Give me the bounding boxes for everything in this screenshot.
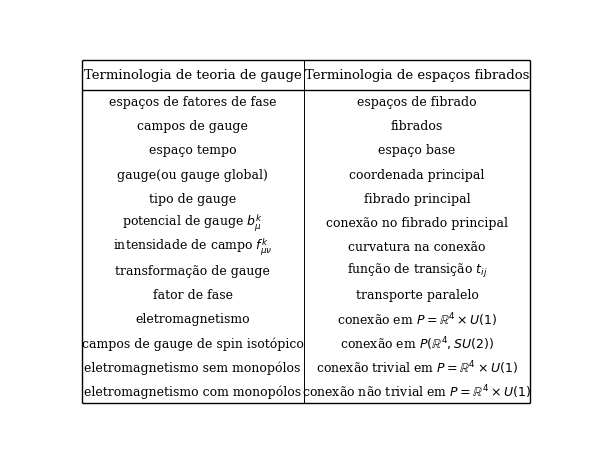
Text: campos de gauge: campos de gauge	[137, 120, 248, 133]
Text: conexão não trivial em $P = \mathbb{R}^4 \times U(1)$: conexão não trivial em $P = \mathbb{R}^4…	[303, 382, 531, 400]
Text: função de transição $t_{ij}$: função de transição $t_{ij}$	[347, 262, 487, 280]
Text: fibrado principal: fibrado principal	[364, 192, 470, 205]
Text: espaços de fatores de fase: espaços de fatores de fase	[109, 96, 276, 109]
Text: tipo de gauge: tipo de gauge	[149, 192, 236, 205]
Text: conexão em $P = \mathbb{R}^4 \times U(1)$: conexão em $P = \mathbb{R}^4 \times U(1)…	[337, 310, 497, 328]
Text: coordenada principal: coordenada principal	[349, 168, 485, 181]
Text: potencial de gauge $b^k_{\mu}$: potencial de gauge $b^k_{\mu}$	[122, 212, 263, 233]
Text: gauge(ou gauge global): gauge(ou gauge global)	[117, 168, 268, 181]
Text: eletromagnetismo sem monopólos: eletromagnetismo sem monopólos	[84, 360, 301, 374]
Text: conexão trivial em $P = \mathbb{R}^4 \times U(1)$: conexão trivial em $P = \mathbb{R}^4 \ti…	[316, 358, 518, 376]
Text: curvatura na conexão: curvatura na conexão	[348, 241, 486, 253]
Text: campos de gauge de spin isotópico: campos de gauge de spin isotópico	[82, 336, 303, 350]
Text: eletromagnetismo: eletromagnetismo	[136, 313, 250, 325]
Text: transformação de gauge: transformação de gauge	[115, 264, 270, 277]
Text: intensidade de campo $f^k_{\mu\nu}$: intensidade de campo $f^k_{\mu\nu}$	[113, 236, 272, 257]
Text: eletromagnetismo com monopólos: eletromagnetismo com monopólos	[84, 385, 301, 398]
Text: conexão no fibrado principal: conexão no fibrado principal	[326, 216, 508, 229]
Text: Terminologia de espaços fibrados: Terminologia de espaços fibrados	[305, 69, 529, 82]
Text: conexão em $P(\mathbb{R}^4, SU(2))$: conexão em $P(\mathbb{R}^4, SU(2))$	[340, 334, 494, 352]
Text: espaço tempo: espaço tempo	[149, 144, 236, 157]
Text: fibrados: fibrados	[391, 120, 443, 133]
Text: espaço base: espaço base	[378, 144, 456, 157]
Text: transporte paralelo: transporte paralelo	[356, 288, 478, 302]
Text: fator de fase: fator de fase	[153, 288, 233, 302]
Text: Terminologia de teoria de gauge: Terminologia de teoria de gauge	[84, 69, 301, 82]
Text: espaços de fibrado: espaços de fibrado	[357, 96, 477, 109]
